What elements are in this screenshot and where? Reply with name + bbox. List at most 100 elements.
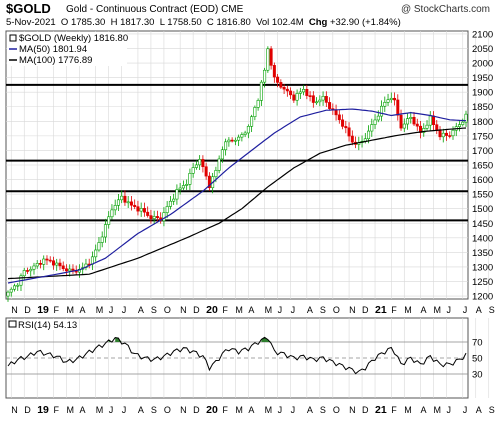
price-y-tick-label: 2050 bbox=[472, 44, 493, 55]
candle-body bbox=[103, 224, 107, 238]
candle-body bbox=[152, 216, 156, 219]
rsi-x-tick-label: J bbox=[122, 405, 127, 415]
candle-body bbox=[250, 116, 254, 127]
candle-body bbox=[155, 216, 159, 219]
price-x-tick-label: M bbox=[434, 305, 442, 315]
rsi-x-tick-label: J bbox=[291, 405, 296, 415]
price-x-tick-label: A bbox=[79, 305, 85, 315]
candle-body bbox=[146, 211, 150, 216]
candle-body bbox=[318, 99, 322, 103]
rsi-line bbox=[7, 336, 467, 375]
candle-body bbox=[315, 101, 319, 104]
candle-body bbox=[451, 129, 455, 137]
candle-body bbox=[347, 127, 351, 137]
rsi-legend-box bbox=[8, 319, 72, 330]
candle-body bbox=[188, 173, 192, 185]
candle-body bbox=[428, 115, 432, 126]
price-x-tick-label: F bbox=[222, 305, 228, 315]
candle-body bbox=[133, 204, 137, 207]
candle-body bbox=[240, 134, 244, 138]
candle-body bbox=[393, 97, 397, 101]
rsi-x-tick-label: 20 bbox=[206, 404, 218, 416]
candle-body bbox=[412, 117, 416, 125]
candle-body bbox=[458, 124, 462, 127]
price-x-tick-label: S bbox=[489, 305, 495, 315]
symbol-description: Gold - Continuous Contract (EOD) CME bbox=[66, 4, 243, 15]
legend-main: $GOLD (Weekly) 1816.80 bbox=[19, 33, 128, 44]
horizontal-levels bbox=[6, 83, 468, 222]
rsi-grid bbox=[6, 318, 490, 398]
vol-value: 102.4M bbox=[271, 17, 304, 28]
rsi-x-tick-label: S bbox=[151, 405, 157, 415]
price-y-tick-label: 1350 bbox=[472, 248, 493, 259]
price-x-tick-label: M bbox=[235, 305, 243, 315]
rsi-x-tick-label: J bbox=[109, 405, 114, 415]
candle-body bbox=[350, 135, 354, 143]
candle-body bbox=[9, 288, 13, 293]
chg-label: Chg bbox=[308, 17, 328, 28]
candle-body bbox=[71, 268, 75, 271]
price-x-tick-label: 19 bbox=[37, 304, 49, 316]
rsi-x-tick-label: J bbox=[278, 405, 283, 415]
price-y-tick-label: 2100 bbox=[472, 29, 493, 40]
candle-body bbox=[243, 132, 247, 135]
price-y-tick-label: 1450 bbox=[472, 219, 493, 230]
low-label: L bbox=[159, 17, 165, 28]
low-value: 1758.50 bbox=[167, 17, 202, 28]
candle-body bbox=[220, 149, 224, 160]
price-x-tick-label: J bbox=[278, 305, 283, 315]
candle-body bbox=[116, 199, 120, 206]
candle-body bbox=[94, 249, 98, 258]
candle-body bbox=[445, 132, 449, 136]
candle-body bbox=[6, 291, 10, 297]
price-x-tick-label: J bbox=[463, 305, 468, 315]
candle-body bbox=[308, 95, 312, 97]
rsi-x-tick-label: M bbox=[434, 405, 442, 415]
rsi-x-tick-label: M bbox=[404, 405, 412, 415]
rsi-x-tick-label: F bbox=[53, 405, 59, 415]
candle-body bbox=[172, 198, 176, 202]
rsi-x-tick-label: N bbox=[180, 405, 187, 415]
price-x-tick-label: A bbox=[138, 305, 144, 315]
price-y-tick-label: 1200 bbox=[472, 292, 493, 303]
candle-body bbox=[194, 164, 198, 168]
candle-body bbox=[201, 159, 205, 168]
candle-body bbox=[233, 139, 237, 142]
legend-box bbox=[7, 32, 127, 66]
symbol-title: $GOLD bbox=[6, 1, 51, 16]
close-value: 1816.80 bbox=[216, 17, 251, 28]
price-x-tick-label: F bbox=[53, 305, 59, 315]
candle-body bbox=[448, 135, 452, 137]
candle-body bbox=[181, 185, 185, 189]
price-x-tick-label: D bbox=[362, 305, 369, 315]
watermark: @ StockCharts.com bbox=[400, 4, 490, 15]
price-y-tick-label: 1250 bbox=[472, 277, 493, 288]
price-x-axis: ND19FMAMJJASOND20FMAMJJASOND21FMAMJJASON bbox=[11, 304, 495, 316]
candle-body bbox=[191, 167, 195, 174]
candle-body bbox=[48, 259, 52, 262]
candle-body bbox=[129, 201, 133, 206]
rsi-x-tick-label: J bbox=[447, 405, 452, 415]
candle-body bbox=[285, 88, 289, 92]
candle-body bbox=[328, 102, 332, 109]
candle-body bbox=[367, 130, 371, 140]
price-x-tick-label: J bbox=[447, 305, 452, 315]
price-x-tick-label: D bbox=[193, 305, 200, 315]
candle-body bbox=[253, 107, 257, 117]
candle-body bbox=[422, 128, 426, 133]
high-label: H bbox=[110, 17, 118, 28]
rsi-x-tick-label: A bbox=[421, 405, 427, 415]
open-value: 1785.30 bbox=[70, 17, 106, 28]
candle-body bbox=[207, 175, 211, 189]
candle-body bbox=[45, 258, 49, 261]
rsi-x-tick-label: D bbox=[362, 405, 369, 415]
high-value: 1817.30 bbox=[120, 17, 155, 28]
candle-body bbox=[402, 123, 406, 129]
candle-body bbox=[399, 114, 403, 129]
price-y-axis: 1200 1250 1300 1350 1400 1450 1500 1550 1600 1650… bbox=[472, 29, 493, 302]
legend-rsi: RSI(14) 54.13 bbox=[18, 320, 77, 331]
candle-body bbox=[259, 81, 263, 101]
vol-label: Vol bbox=[256, 17, 270, 28]
rsi-x-tick-label: A bbox=[138, 405, 144, 415]
